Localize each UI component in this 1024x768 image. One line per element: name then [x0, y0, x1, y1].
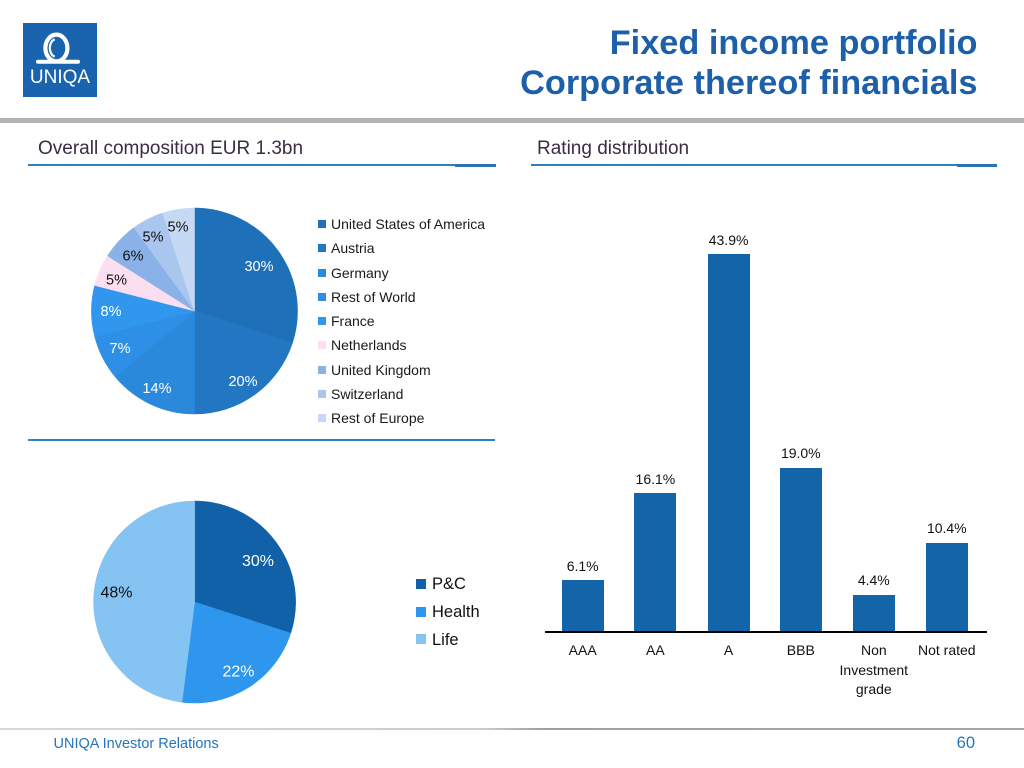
- svg-text:7%: 7%: [110, 341, 131, 357]
- svg-text:5%: 5%: [106, 273, 127, 289]
- svg-text:30%: 30%: [244, 259, 273, 275]
- svg-text:22%: 22%: [222, 663, 254, 680]
- svg-text:20%: 20%: [228, 374, 257, 390]
- svg-text:5%: 5%: [168, 220, 189, 236]
- svg-text:48%: 48%: [100, 584, 132, 601]
- svg-text:30%: 30%: [242, 553, 274, 570]
- svg-text:6%: 6%: [123, 249, 144, 265]
- svg-text:5%: 5%: [143, 230, 164, 246]
- svg-text:8%: 8%: [101, 304, 122, 320]
- svg-text:UNIQA: UNIQA: [30, 67, 91, 88]
- svg-text:14%: 14%: [142, 381, 171, 397]
